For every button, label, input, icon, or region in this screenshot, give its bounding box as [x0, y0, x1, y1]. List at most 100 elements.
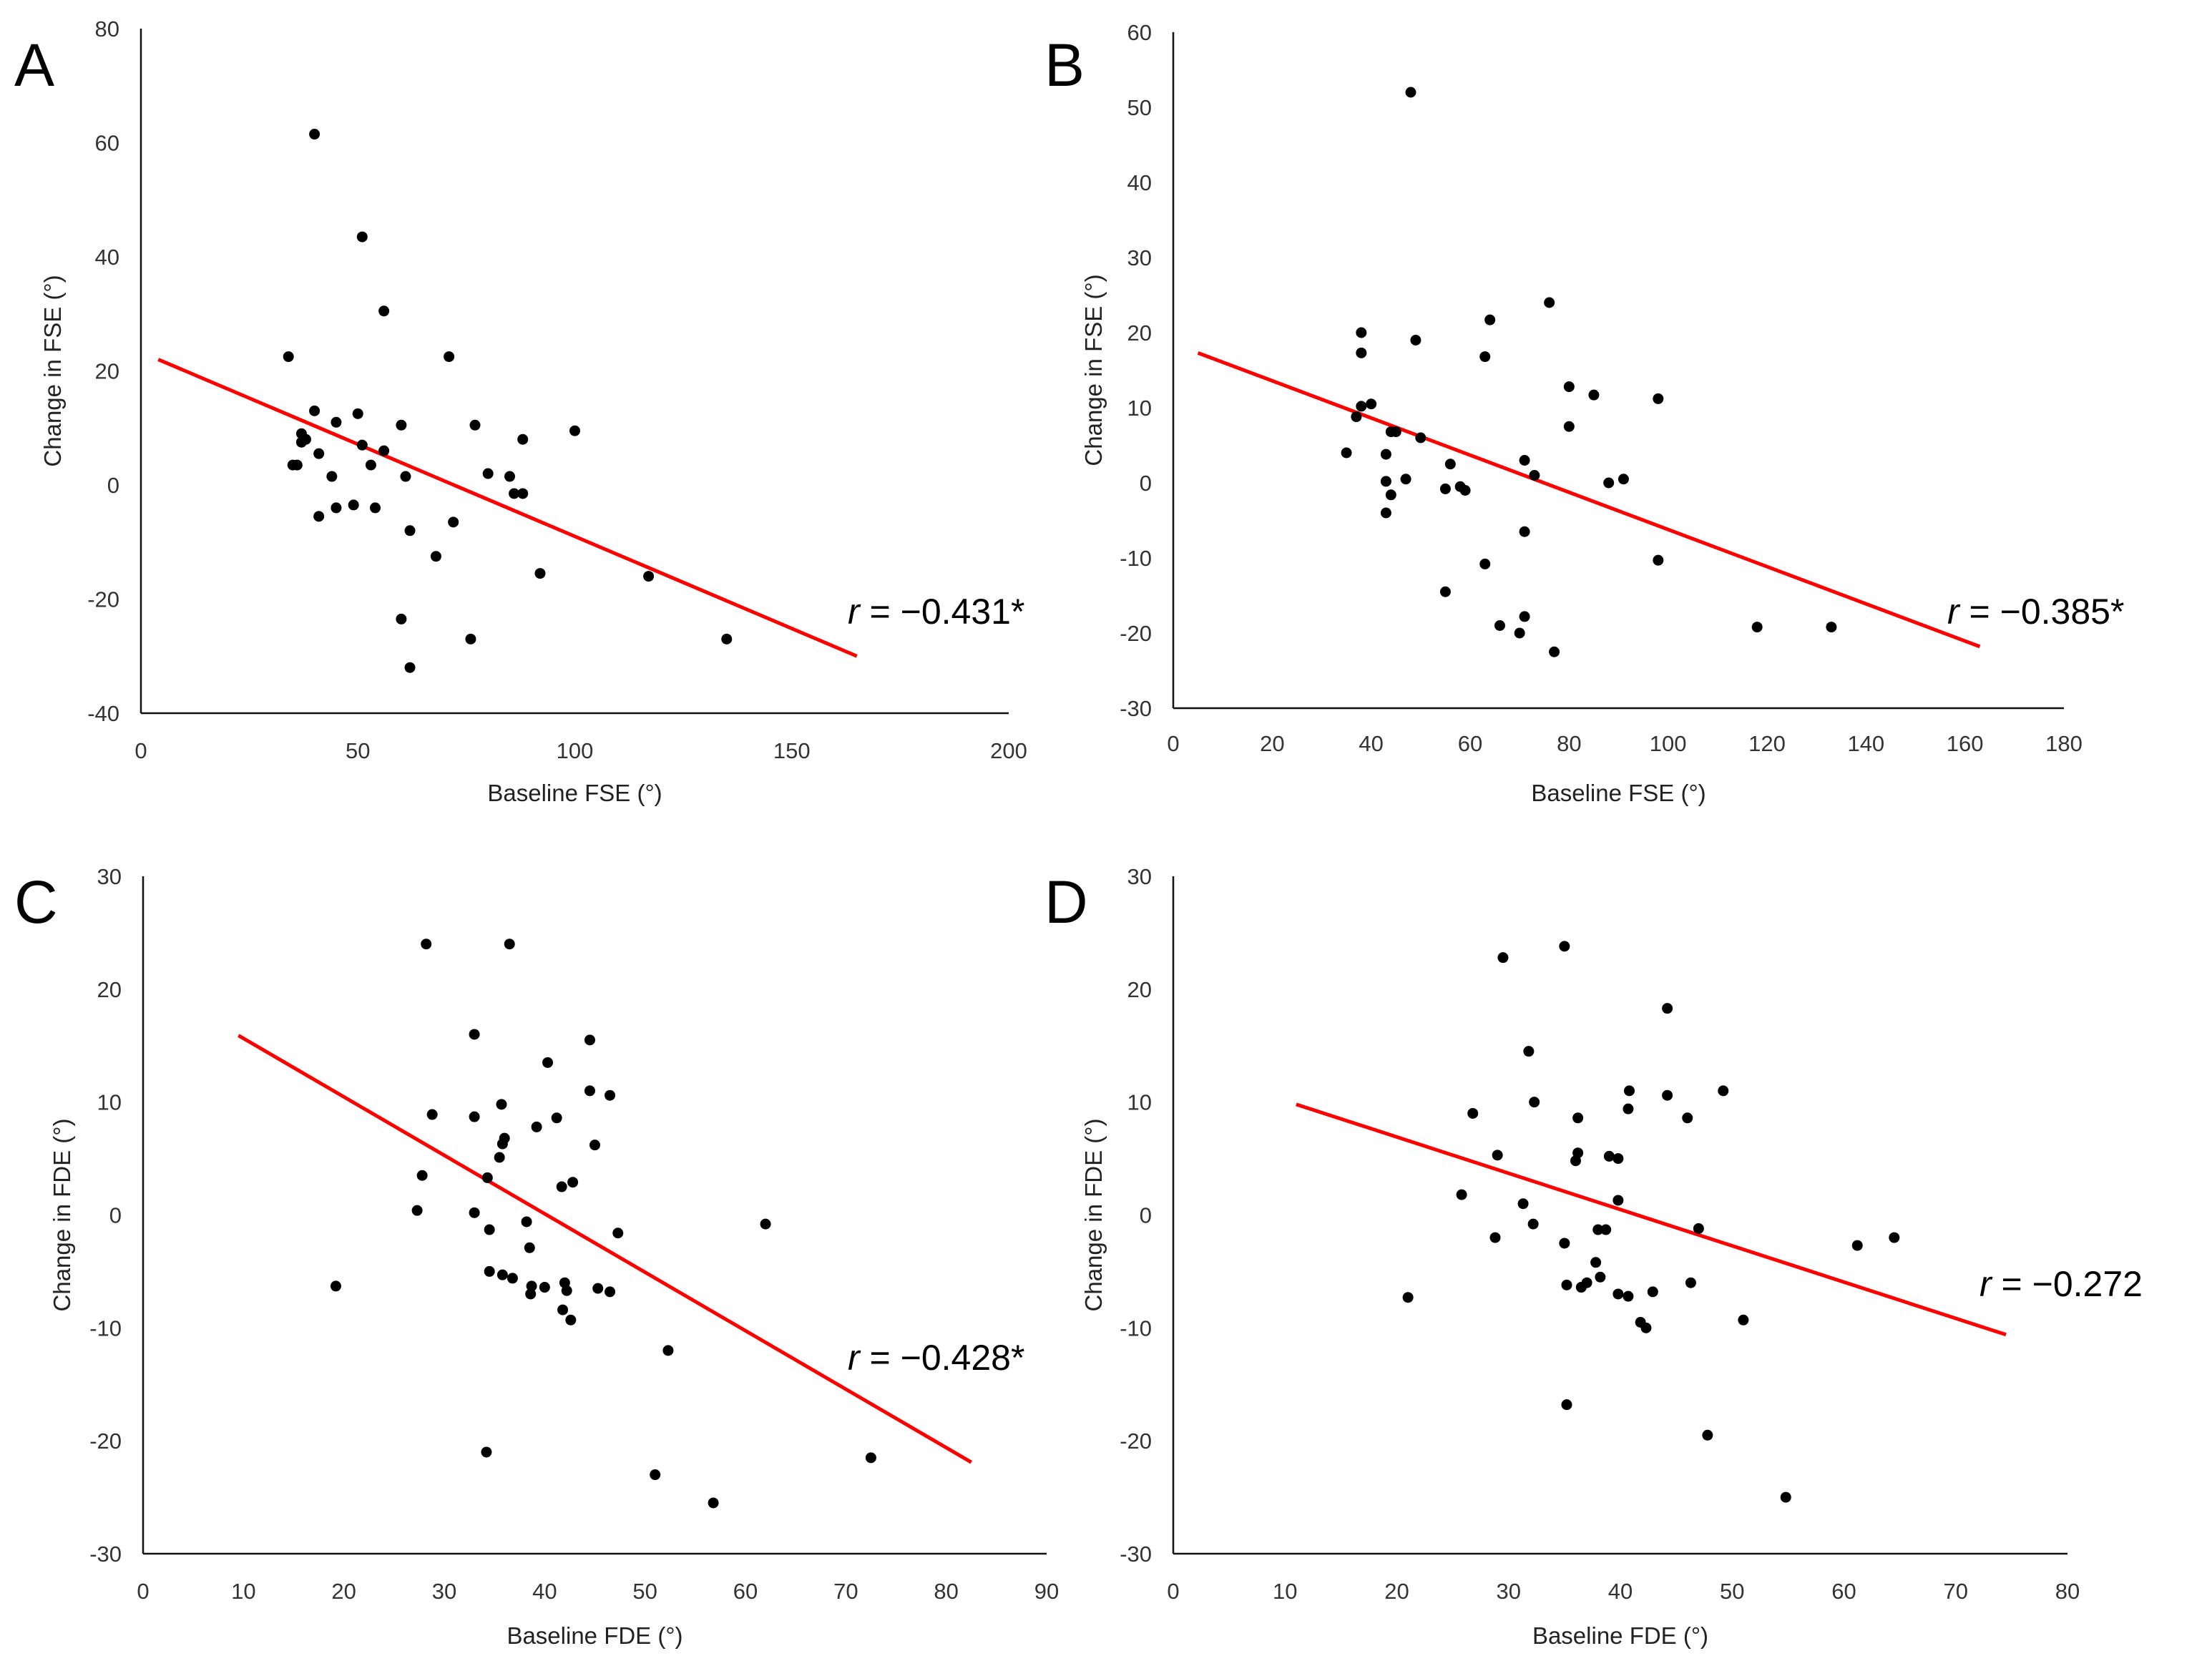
panel-c-data-point — [567, 1177, 579, 1188]
panel-c-data-point — [525, 1288, 537, 1300]
panel-d-r-annotation: r = −0.272 — [1979, 1264, 2143, 1304]
panel-a-data-point — [444, 351, 455, 363]
panel-b-xtick-label: 40 — [1359, 731, 1383, 756]
panel-b-r-annotation: r = −0.385* — [1947, 592, 2124, 632]
panel-b-ytick-label: -30 — [1120, 696, 1152, 721]
panel-d-xtick-label: 40 — [1608, 1579, 1633, 1604]
panel-a-r-value: = −0.431* — [860, 592, 1025, 632]
panel-d-data-point — [1570, 1155, 1581, 1167]
panel-c-data-point — [865, 1452, 876, 1464]
panel-d-data-point — [1718, 1085, 1729, 1097]
panel-a-xtick-label: 200 — [990, 738, 1027, 763]
panel-b-ytick-label: 30 — [1127, 245, 1152, 270]
panel-b-ytick-label: 0 — [1140, 471, 1152, 496]
panel-c-data-point — [496, 1269, 508, 1280]
panel-d-data-point — [1561, 1279, 1572, 1290]
panel-a-data-point — [569, 425, 580, 436]
panel-d-xtick-label: 10 — [1273, 1579, 1297, 1604]
panel-d-data-point — [1497, 952, 1509, 964]
panel-d-r-symbol: r — [1979, 1264, 1993, 1304]
panel-a-letter: A — [14, 31, 54, 99]
panel-c-data-point — [481, 1172, 493, 1183]
panel-a-data-point — [721, 633, 733, 645]
panel-a-data-point — [313, 511, 325, 522]
panel-a-ytick-label: 60 — [95, 131, 119, 156]
panel-a-data-point — [517, 433, 529, 445]
panel-b-data-point — [1494, 620, 1505, 631]
panel-c-ytick-label: 30 — [97, 864, 122, 889]
panel-b-ytick-label: -10 — [1120, 546, 1152, 571]
panel-c-data-point — [551, 1112, 562, 1124]
panel-b-data-point — [1479, 351, 1491, 363]
panel-d-data-point — [1523, 1046, 1535, 1057]
panel-c-xtick-label: 40 — [532, 1579, 557, 1604]
panel-c-r-symbol: r — [848, 1338, 861, 1378]
panel-b-data-point — [1479, 558, 1491, 569]
panel-c-data-point — [565, 1314, 577, 1326]
panel-d-letter: D — [1044, 868, 1088, 936]
panel-c-xtick-label: 60 — [733, 1579, 758, 1604]
panel-b-trendline — [1197, 351, 1981, 649]
panel-a-x-axis-title: Baseline FSE (°) — [487, 780, 662, 806]
panel-d-data-point — [1662, 1003, 1673, 1014]
panel-c-data-point — [556, 1181, 567, 1192]
panel-d-r-value: = −0.272 — [1992, 1264, 2143, 1304]
panel-b-data-point — [1410, 335, 1421, 346]
panel-b-xtick-label: 140 — [1847, 731, 1884, 756]
panel-d-data-point — [1402, 1292, 1414, 1303]
panel-c-xtick-label: 70 — [833, 1579, 858, 1604]
panel-c-y-axis-title: Change in FDE (°) — [49, 1119, 75, 1312]
panel-b-r-symbol: r — [1947, 592, 1961, 632]
panel-d-data-point — [1592, 1224, 1604, 1235]
panel-d-data-point — [1889, 1232, 1900, 1243]
panel-b-xtick-label: 160 — [1947, 731, 1984, 756]
panel-a-data-point — [370, 502, 381, 514]
panel-c-data-point — [506, 1273, 518, 1284]
panel-c-ytick-label: -10 — [89, 1315, 122, 1341]
panel-d-ytick-label: 10 — [1127, 1090, 1152, 1115]
panel-c-data-point — [542, 1057, 554, 1068]
panel-a-data-point — [378, 445, 390, 456]
panel-b-ytick-label: -20 — [1120, 621, 1152, 646]
panel-c-letter: C — [14, 868, 58, 936]
panel-a-trendline — [157, 358, 858, 658]
panel-b-ytick-label: 50 — [1127, 95, 1152, 120]
panel-a-data-point — [331, 502, 342, 514]
panel-c-data-point — [760, 1218, 771, 1230]
panel-b-y-axis-title: Change in FSE (°) — [1080, 274, 1107, 466]
panel-c-xtick-label: 80 — [934, 1579, 958, 1604]
panel-d-data-point — [1456, 1189, 1467, 1200]
panel-b-data-point — [1514, 627, 1525, 639]
panel-c-data-point — [426, 1109, 438, 1120]
panel-a-data-point — [378, 305, 390, 317]
panel-c-data-point — [557, 1304, 569, 1315]
panel-a-data-point — [326, 471, 338, 482]
panel-c-data-point — [330, 1280, 341, 1292]
panel-c-data-point — [605, 1089, 616, 1101]
panel-b-data-point — [1653, 393, 1664, 404]
panel-a-ytick-label: 80 — [95, 16, 119, 41]
panel-c-trendline — [238, 1034, 973, 1464]
panel-d-xtick-label: 80 — [2055, 1579, 2080, 1604]
panel-b-data-point — [1563, 381, 1575, 393]
panel-c-xtick-label: 0 — [137, 1579, 149, 1604]
panel-d-data-point — [1647, 1286, 1658, 1298]
panel-a-data-point — [396, 419, 407, 431]
panel-c-data-point — [592, 1283, 604, 1294]
panel-d-data-point — [1851, 1240, 1863, 1251]
panel-d-ytick-label: -20 — [1120, 1429, 1152, 1454]
panel-b-letter: B — [1044, 31, 1085, 99]
panel-c-data-point — [589, 1140, 600, 1151]
panel-d-data-point — [1517, 1198, 1529, 1210]
panel-a-data-point — [313, 448, 325, 459]
panel-b-ytick-label: 10 — [1127, 396, 1152, 421]
panel-c-x-axis-title: Baseline FDE (°) — [506, 1622, 682, 1649]
panel-b-xtick-label: 60 — [1458, 731, 1482, 756]
panel-a-data-point — [291, 459, 303, 471]
panel-c-xtick-label: 90 — [1034, 1579, 1059, 1604]
panel-c-ytick-label: -30 — [89, 1542, 122, 1567]
panel-d-data-point — [1612, 1195, 1624, 1206]
panel-c-data-point — [411, 1205, 423, 1216]
panel-d-data-point — [1489, 1232, 1501, 1243]
panel-d-xtick-label: 70 — [1944, 1579, 1968, 1604]
